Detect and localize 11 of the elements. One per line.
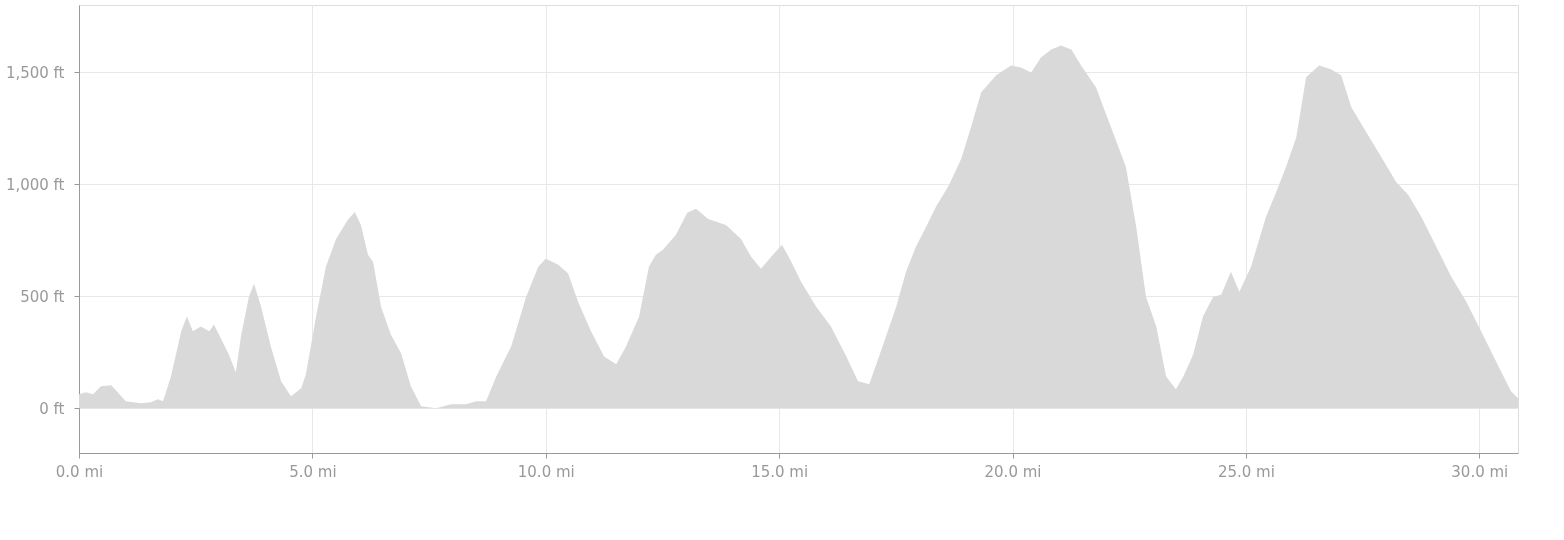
y-tick-label: 500 ft xyxy=(20,287,65,306)
x-tick-label: 20.0 mi xyxy=(984,462,1042,481)
y-tick-label: 1,000 ft xyxy=(5,175,65,194)
x-tick-label: 25.0 mi xyxy=(1217,462,1275,481)
x-tick-label: 15.0 mi xyxy=(751,462,809,481)
x-tick-label: 30.0 mi xyxy=(1451,462,1509,481)
x-tick-label: 5.0 mi xyxy=(289,462,337,481)
y-tick-label: 0 ft xyxy=(39,399,65,418)
y-tick-label: 1,500 ft xyxy=(5,63,65,82)
x-tick-label: 0.0 mi xyxy=(55,462,104,481)
x-tick-label: 10.0 mi xyxy=(517,462,575,481)
